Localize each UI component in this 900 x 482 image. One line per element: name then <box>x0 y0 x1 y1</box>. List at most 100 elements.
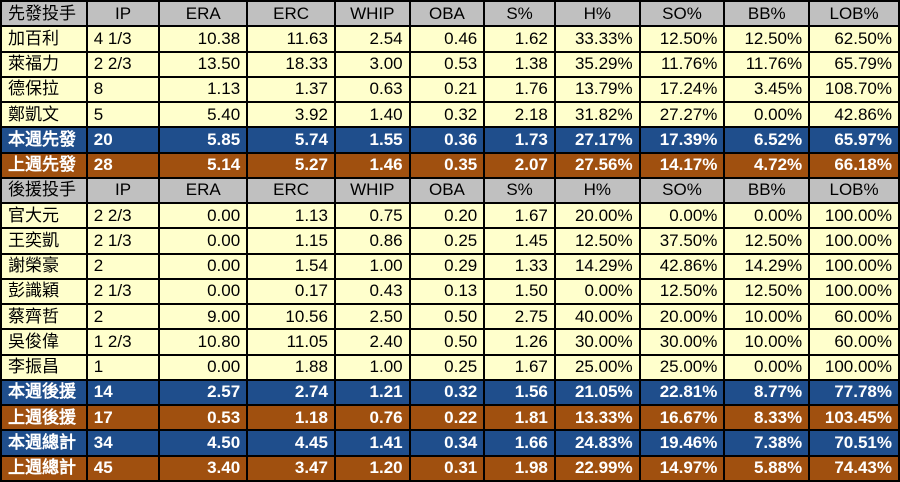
reliever-row: 官大元 2 2/3 0.00 1.13 0.75 0.20 1.67 20.00% 0.00% 0… <box>2 204 898 228</box>
stat-cell: 13.79% <box>555 77 639 101</box>
starter-row: 德保拉 8 1.13 1.37 0.63 0.21 1.76 13.79% 17.24% 3.45… <box>2 77 898 101</box>
stat-cell: 3.92 <box>248 103 334 127</box>
stat-cell: 74.43% <box>810 456 898 480</box>
stat-cell: 10.00% <box>725 305 809 329</box>
stat-cell: 1.54 <box>248 254 334 278</box>
stat-cell: 1.73 <box>485 128 554 152</box>
pitcher-name: 官大元 <box>2 204 86 228</box>
pitcher-name: 上週總計 <box>2 456 86 480</box>
pitcher-name: 上週先發 <box>2 153 86 177</box>
stat-cell: 0.00% <box>725 103 809 127</box>
stat-cell: 12.50% <box>725 229 809 253</box>
reliever-row: 彭識穎 2 1/3 0.00 0.17 0.43 0.13 1.50 0.00% 12.50% 1… <box>2 279 898 303</box>
column-header: LOB% <box>810 178 898 202</box>
column-header: BB% <box>725 2 809 26</box>
stat-cell: 14 <box>87 380 159 404</box>
reliever-row: 王奕凱 2 1/3 0.00 1.15 0.86 0.25 1.45 12.50% 37.50%… <box>2 229 898 253</box>
stat-cell: 1.45 <box>485 229 554 253</box>
stat-cell: 2 2/3 <box>87 204 159 228</box>
stat-cell: 1.56 <box>485 380 554 404</box>
stat-cell: 5.14 <box>160 153 247 177</box>
stat-cell: 14.29% <box>555 254 639 278</box>
stat-cell: 27.56% <box>555 153 639 177</box>
stat-cell: 12.50% <box>640 279 724 303</box>
stat-cell: 0.25 <box>410 355 484 379</box>
stat-cell: 18.33 <box>248 52 334 76</box>
stat-cell: 0.53 <box>410 52 484 76</box>
stat-cell: 11.05 <box>248 330 334 354</box>
relievers-header-row: 後援投手 IP ERA ERC WHIP OBA S% H% SO% BB% LOB% <box>2 178 898 202</box>
stat-cell: 0.29 <box>410 254 484 278</box>
reliever-row: 蔡齊哲 2 9.00 10.56 2.50 0.50 2.75 40.00% 20.00% 10.… <box>2 305 898 329</box>
pitcher-name: 本週總計 <box>2 431 86 455</box>
stat-cell: 4 1/3 <box>87 27 159 51</box>
stat-cell: 0.00 <box>160 355 247 379</box>
stat-cell: 2 1/3 <box>87 279 159 303</box>
stat-cell: 0.00% <box>640 204 724 228</box>
stat-cell: 100.00% <box>810 204 898 228</box>
stat-cell: 0.35 <box>410 153 484 177</box>
stat-cell: 77.78% <box>810 380 898 404</box>
stat-cell: 0.00% <box>725 355 809 379</box>
stat-cell: 10.38 <box>160 27 247 51</box>
stat-cell: 0.22 <box>410 406 484 430</box>
column-header: S% <box>485 178 554 202</box>
stat-cell: 100.00% <box>810 229 898 253</box>
stat-cell: 1.26 <box>485 330 554 354</box>
column-header: LOB% <box>810 2 898 26</box>
starters-this-week-row: 本週先發 20 5.85 5.74 1.55 0.36 1.73 27.17% 17.39% 6.… <box>2 128 898 152</box>
stat-cell: 5 <box>87 103 159 127</box>
stat-cell: 0.76 <box>335 406 409 430</box>
stat-cell: 2.57 <box>160 380 247 404</box>
stat-cell: 0.63 <box>335 77 409 101</box>
stat-cell: 3.45% <box>725 77 809 101</box>
stat-cell: 42.86% <box>640 254 724 278</box>
stat-cell: 25.00% <box>640 355 724 379</box>
stat-cell: 5.85 <box>160 128 247 152</box>
stat-cell: 20.00% <box>640 305 724 329</box>
stat-cell: 1.40 <box>335 103 409 127</box>
stat-cell: 45 <box>87 456 159 480</box>
stat-cell: 30.00% <box>555 330 639 354</box>
totals-this-week-row: 本週總計 34 4.50 4.45 1.41 0.34 1.66 24.83% 19.46% 7.… <box>2 431 898 455</box>
stat-cell: 33.33% <box>555 27 639 51</box>
stat-cell: 0.00 <box>160 204 247 228</box>
pitcher-name: 李振昌 <box>2 355 86 379</box>
stat-cell: 2.50 <box>335 305 409 329</box>
stat-cell: 1.13 <box>160 77 247 101</box>
pitcher-name: 吳俊偉 <box>2 330 86 354</box>
stat-cell: 12.50% <box>725 27 809 51</box>
column-header: ERC <box>248 178 334 202</box>
stat-cell: 100.00% <box>810 279 898 303</box>
stat-cell: 17.24% <box>640 77 724 101</box>
column-header: IP <box>87 178 159 202</box>
stat-cell: 0.46 <box>410 27 484 51</box>
stat-cell: 11.63 <box>248 27 334 51</box>
stat-cell: 0.53 <box>160 406 247 430</box>
stat-cell: 1.62 <box>485 27 554 51</box>
stat-cell: 24.83% <box>555 431 639 455</box>
column-header: ERC <box>248 2 334 26</box>
stat-cell: 65.79% <box>810 52 898 76</box>
stat-cell: 5.88% <box>725 456 809 480</box>
pitcher-name: 鄭凱文 <box>2 103 86 127</box>
stat-cell: 108.70% <box>810 77 898 101</box>
column-header: SO% <box>640 2 724 26</box>
stat-cell: 2.40 <box>335 330 409 354</box>
stat-cell: 8.77% <box>725 380 809 404</box>
stat-cell: 1.33 <box>485 254 554 278</box>
stat-cell: 2.75 <box>485 305 554 329</box>
stat-cell: 22.99% <box>555 456 639 480</box>
stat-cell: 0.43 <box>335 279 409 303</box>
stat-cell: 2.74 <box>248 380 334 404</box>
stat-cell: 100.00% <box>810 254 898 278</box>
starter-row: 加百利 4 1/3 10.38 11.63 2.54 0.46 1.62 33.33% 12.5… <box>2 27 898 51</box>
stat-cell: 30.00% <box>640 330 724 354</box>
pitcher-name: 蔡齊哲 <box>2 305 86 329</box>
stat-cell: 14.97% <box>640 456 724 480</box>
stat-cell: 1.88 <box>248 355 334 379</box>
stat-cell: 21.05% <box>555 380 639 404</box>
stat-cell: 1.67 <box>485 204 554 228</box>
group-header-label: 後援投手 <box>2 178 86 202</box>
relievers-this-week-row: 本週後援 14 2.57 2.74 1.21 0.32 1.56 21.05% 22.81% 8.… <box>2 380 898 404</box>
